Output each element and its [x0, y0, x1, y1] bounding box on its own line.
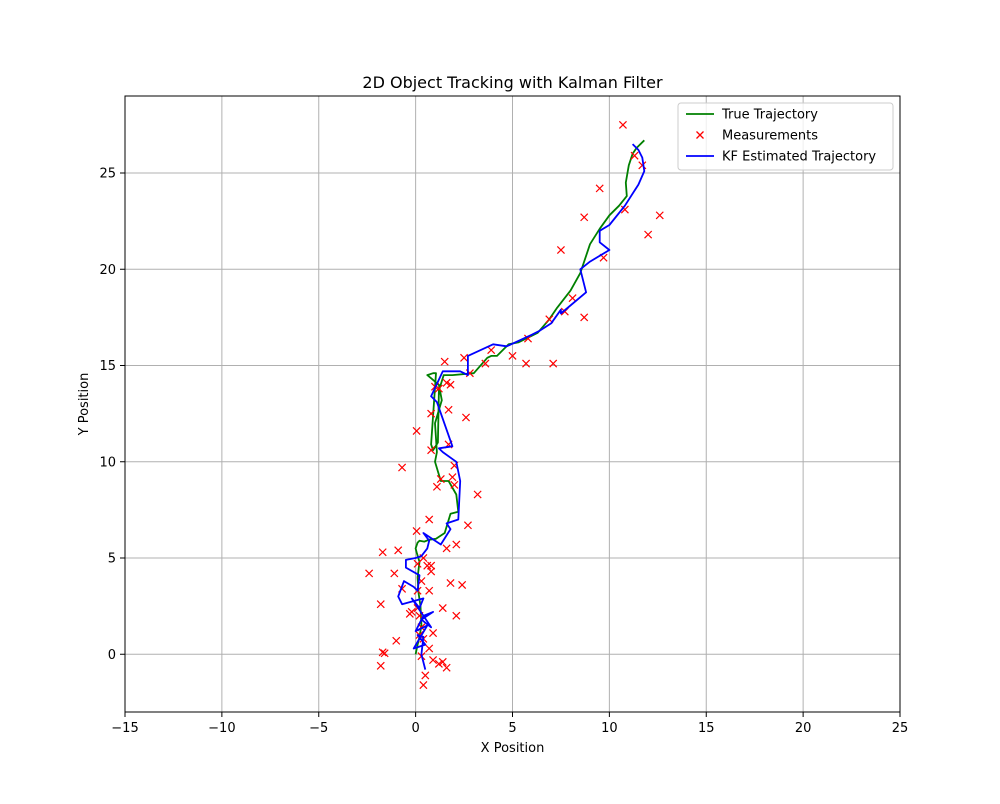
measurement-point: [452, 540, 461, 549]
x-tick-label: 5: [508, 721, 516, 736]
measurement-point: [580, 213, 589, 222]
plot-data: [365, 120, 664, 690]
measurement-point: [481, 359, 490, 368]
measurement-point: [427, 409, 436, 418]
measurement-point: [427, 446, 436, 455]
measurement-point: [434, 659, 443, 668]
y-tick-label: 20: [99, 263, 116, 278]
y-axis-label: Y Position: [77, 373, 92, 437]
x-tick-label: −10: [208, 721, 235, 736]
measurement-point: [432, 482, 441, 491]
series-line-kf-estimated-trajectory: [397, 143, 646, 670]
measurement-point: [461, 413, 471, 422]
legend-label-true-trajectory: True Trajectory: [721, 108, 818, 123]
measurement-point: [618, 120, 627, 129]
measurement-point: [452, 611, 461, 620]
x-tick-label: 15: [698, 721, 715, 736]
y-tick-label: 10: [99, 455, 116, 470]
measurement-point: [450, 480, 459, 489]
x-tick-label: 20: [795, 721, 812, 736]
measurement-point: [630, 151, 639, 160]
legend: True Trajectory Measurements KF Estimate…: [677, 102, 894, 171]
measurement-point: [423, 561, 432, 570]
measurement-point: [460, 353, 469, 362]
measurement-point: [442, 378, 451, 387]
measurement-point: [398, 463, 407, 472]
measurement-point: [392, 636, 401, 645]
measurement-point: [446, 380, 455, 389]
measurement-point: [429, 656, 438, 665]
measurement-point: [421, 671, 430, 680]
measurement-point: [580, 313, 589, 322]
legend-label-measurements: Measurements: [722, 129, 818, 144]
measurement-point: [412, 426, 421, 435]
measurement-point: [412, 527, 421, 536]
measurement-point: [556, 245, 565, 255]
measurement-point: [436, 475, 445, 484]
x-tick-label: −5: [309, 721, 328, 736]
measurement-point: [448, 473, 457, 482]
axis-ticks: −15 −10 −5 0 5 10 15 20 25 0 5 10 15 20 25: [99, 167, 908, 737]
measurement-point: [522, 359, 531, 368]
series-line-true-trajectory: [414, 139, 645, 655]
measurement-point: [425, 515, 434, 524]
measurement-point: [463, 521, 472, 530]
measurement-point: [595, 184, 604, 193]
x-tick-label: −15: [111, 721, 138, 736]
measurement-point: [427, 567, 436, 576]
measurement-point: [458, 580, 467, 589]
measurement-point: [508, 351, 517, 360]
measurement-point: [442, 544, 451, 553]
measurement-point: [425, 586, 434, 595]
chart-title: 2D Object Tracking with Kalman Filter: [362, 73, 663, 92]
measurement-point: [442, 663, 451, 672]
y-tick-label: 15: [99, 359, 116, 374]
measurement-point: [378, 648, 387, 657]
measurement-point: [376, 661, 385, 670]
measurement-point: [365, 569, 374, 578]
measurement-point: [446, 579, 455, 588]
measurement-point: [655, 211, 664, 220]
measurement-point: [444, 405, 453, 414]
measurement-point: [440, 357, 449, 366]
measurement-point: [413, 559, 422, 568]
x-tick-label: 0: [411, 721, 419, 736]
measurement-point: [425, 644, 434, 653]
y-tick-label: 25: [99, 167, 116, 182]
measurement-point: [405, 609, 414, 618]
measurement-point: [429, 629, 438, 638]
measurement-point: [427, 561, 436, 570]
y-tick-label: 5: [108, 552, 116, 567]
legend-swatch-measurements: [696, 131, 704, 139]
x-tick-label: 25: [892, 721, 909, 736]
measurement-point: [644, 230, 653, 239]
measurement-point: [376, 600, 385, 609]
measurement-point: [438, 604, 447, 613]
measurement-point: [638, 161, 647, 170]
measurement-point: [620, 205, 629, 214]
x-axis-label: X Position: [481, 741, 545, 756]
legend-box: [677, 102, 894, 171]
measurement-point: [380, 649, 389, 658]
y-tick-label: 0: [108, 648, 116, 663]
measurement-point: [394, 546, 403, 555]
measurement-point: [487, 346, 496, 355]
measurement-point: [378, 548, 387, 557]
x-tick-label: 10: [601, 721, 618, 736]
legend-label-kf-estimated: KF Estimated Trajectory: [722, 150, 876, 165]
measurement-point: [473, 490, 482, 499]
measurement-point: [390, 569, 399, 578]
measurement-point: [438, 657, 447, 666]
measurement-point: [419, 681, 428, 690]
measurement-point: [549, 359, 558, 368]
